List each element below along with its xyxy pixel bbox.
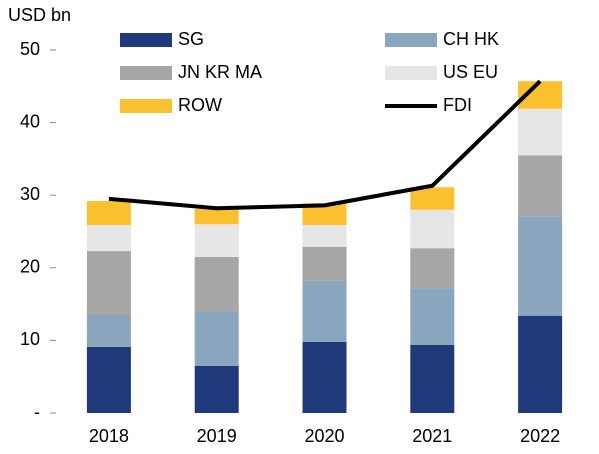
bar-segment (302, 224, 347, 247)
bar-segment (302, 246, 347, 281)
bar-segment (410, 209, 455, 249)
bar-segment (86, 201, 131, 225)
bar-segment (302, 341, 347, 413)
legend-label: CH HK (443, 29, 499, 49)
bar-segment (194, 365, 239, 413)
line-series (108, 79, 542, 211)
bar-segment (194, 311, 239, 366)
legend-swatch (120, 33, 172, 47)
bar-segment (194, 256, 239, 312)
legend-label: JN KR MA (178, 62, 262, 82)
bar-segment (302, 203, 347, 225)
bar-segment (302, 280, 347, 342)
bar-segment (194, 224, 239, 257)
bar-segment (410, 344, 455, 413)
legend-label: ROW (178, 95, 222, 115)
y-tick-label: 40 (20, 111, 40, 131)
legend-label: SG (178, 29, 204, 49)
x-tick-label: 2018 (89, 426, 129, 446)
y-axis-label: USD bn (8, 5, 71, 25)
legend-label: US EU (443, 62, 498, 82)
bar-segment (194, 208, 239, 225)
legend-swatch (120, 99, 172, 113)
bar-segment (410, 288, 455, 345)
legend-swatch (385, 33, 437, 47)
legend-swatch (120, 66, 172, 80)
bar-segment (518, 155, 563, 217)
y-tick-label: 10 (20, 329, 40, 349)
y-tick-label: 30 (20, 184, 40, 204)
x-tick-label: 2020 (304, 426, 344, 446)
bar-segment (518, 315, 563, 413)
y-tick-label: 50 (20, 39, 40, 59)
y-tick-label: - (34, 402, 40, 422)
x-tick-label: 2021 (412, 426, 452, 446)
x-tick-label: 2022 (520, 426, 560, 446)
legend-swatch (385, 66, 437, 80)
bar-segment (86, 224, 131, 252)
bar-segment (86, 251, 131, 315)
x-tick-label: 2019 (197, 426, 237, 446)
bar-segment (86, 346, 131, 413)
bar-segment (518, 108, 563, 156)
bar-segment (86, 314, 131, 347)
legend-label: FDI (443, 95, 472, 115)
bar-segment (518, 216, 563, 316)
bar-segment (410, 248, 455, 289)
bar-segment (410, 187, 455, 210)
y-tick-label: 20 (20, 257, 40, 277)
